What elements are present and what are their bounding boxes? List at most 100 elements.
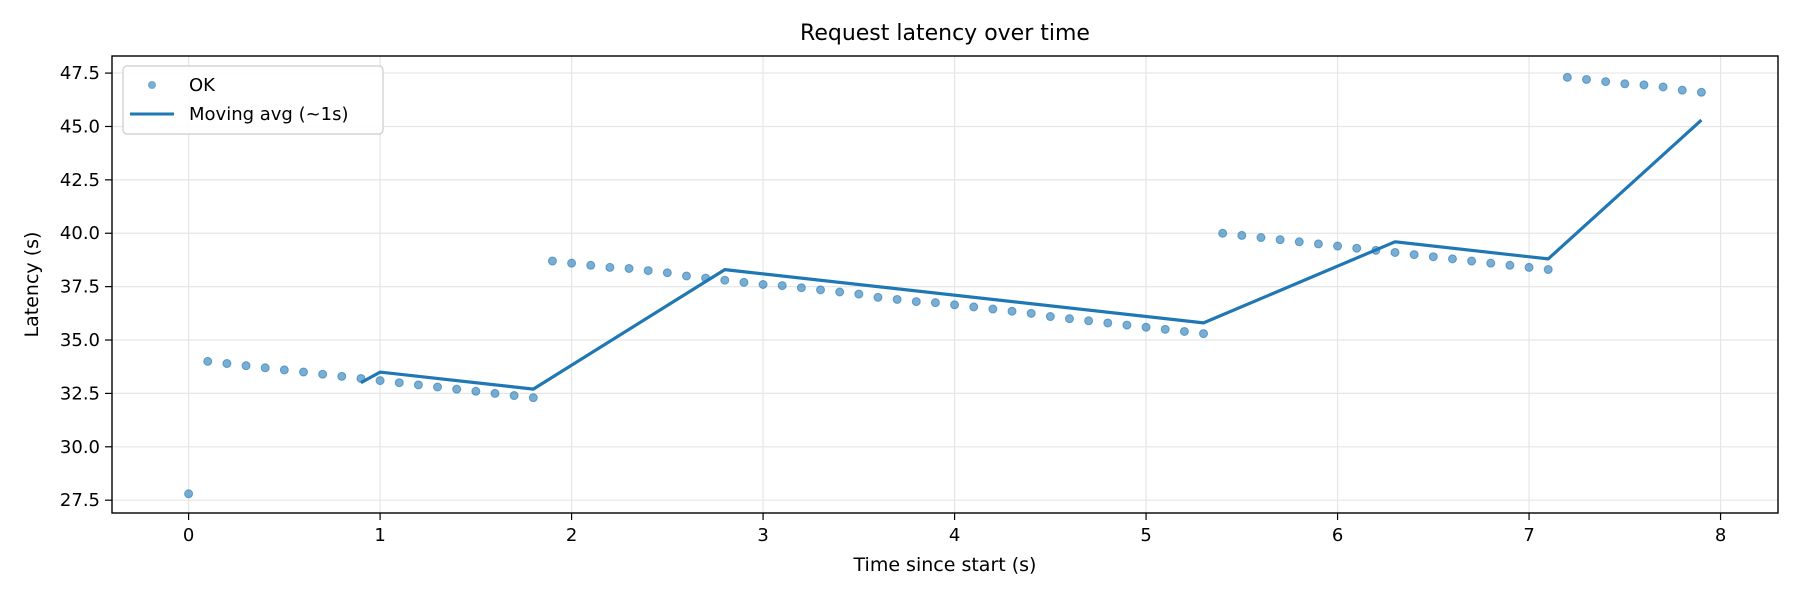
scatter-point	[796, 283, 806, 293]
x-tick-label: 8	[1715, 525, 1726, 546]
x-tick-label: 6	[1332, 525, 1343, 546]
scatter-point	[1447, 254, 1457, 264]
x-tick-label: 0	[183, 525, 194, 546]
scatter-point	[1601, 77, 1611, 87]
scatter-point	[1524, 262, 1534, 272]
scatter-point	[1620, 79, 1630, 89]
scatter-point	[1160, 324, 1170, 334]
legend-marker-ok	[148, 81, 156, 89]
legend-label-moving-avg: Moving avg (~1s)	[189, 104, 349, 125]
scatter-point	[1064, 314, 1074, 324]
scatter-point	[681, 271, 691, 281]
scatter-point	[1505, 260, 1515, 270]
y-tick-label: 40.0	[60, 223, 100, 244]
scatter-point	[1313, 239, 1323, 249]
scatter-point	[605, 262, 615, 272]
x-tick-label: 1	[374, 525, 385, 546]
scatter-point	[1333, 241, 1343, 251]
scatter-point	[969, 302, 979, 312]
scatter-point	[873, 292, 883, 302]
scatter-point	[222, 359, 232, 369]
y-tick-label: 42.5	[60, 170, 100, 191]
moving-average-layer	[360, 118, 1703, 391]
x-axis-ticks: 0 1 2 3 4 5 6 7 8	[183, 513, 1726, 546]
y-tick-label: 45.0	[60, 116, 100, 137]
scatter-point	[1199, 329, 1209, 339]
scatter-point	[1103, 318, 1113, 328]
scatter-point	[1428, 252, 1438, 262]
scatter-point	[950, 300, 960, 310]
scatter-point	[1639, 80, 1649, 90]
scatter-point	[835, 287, 845, 297]
scatter-point	[816, 285, 826, 295]
scatter-point	[1275, 235, 1285, 245]
scatter-point	[1084, 316, 1094, 326]
scatter-point	[1562, 72, 1572, 82]
legend-label-ok: OK	[189, 75, 216, 96]
scatter-point	[662, 268, 672, 278]
scatter-point	[203, 356, 213, 366]
scatter-point	[375, 376, 385, 386]
scatter-point	[547, 256, 557, 266]
y-axis-ticks: 27.5 30.0 32.5 35.0 37.5 40.0 42.5 45.0 47.5	[60, 63, 112, 511]
scatter-point	[471, 386, 481, 396]
scatter-point	[528, 393, 538, 403]
scatter-point	[567, 258, 577, 268]
x-tick-label: 3	[757, 525, 768, 546]
scatter-point	[1026, 308, 1036, 318]
scatter-point	[433, 382, 443, 392]
x-tick-label: 4	[949, 525, 960, 546]
scatter-point	[1696, 87, 1706, 97]
scatter-point	[1179, 326, 1189, 336]
scatter-point	[394, 378, 404, 388]
scatter-point	[298, 367, 308, 377]
y-tick-label: 37.5	[60, 277, 100, 298]
scatter-point	[337, 371, 347, 381]
scatter-point	[930, 298, 940, 308]
scatter-point	[1371, 245, 1381, 255]
scatter-point	[643, 266, 653, 276]
scatter-point	[1582, 74, 1592, 84]
scatter-point	[758, 280, 768, 289]
scatter-point	[1658, 82, 1668, 92]
scatter-point	[1543, 265, 1553, 275]
scatter-point	[184, 489, 194, 499]
scatter-point	[490, 388, 500, 398]
scatter-point	[260, 363, 270, 373]
scatter-point	[1352, 243, 1362, 253]
scatter-point	[892, 294, 902, 304]
scatter-point	[720, 275, 730, 285]
y-axis-label: Latency (s)	[21, 232, 43, 338]
scatter-point	[1256, 233, 1266, 243]
legend-box	[122, 65, 384, 135]
y-tick-label: 30.0	[60, 437, 100, 458]
scatter-point	[279, 365, 289, 375]
scatter-point	[1467, 256, 1477, 266]
scatter-point	[452, 384, 462, 394]
plot-frame	[111, 55, 1779, 514]
scatter-point	[1294, 237, 1304, 247]
scatter-point	[854, 289, 864, 299]
scatter-point	[413, 380, 423, 390]
x-tick-label: 2	[566, 525, 577, 546]
scatter-point	[739, 277, 749, 287]
scatter-point	[241, 361, 251, 371]
scatter-point	[988, 304, 998, 314]
scatter-point	[1677, 85, 1687, 95]
scatter-point	[1390, 247, 1400, 257]
y-tick-label: 47.5	[60, 63, 100, 84]
scatter-point	[356, 373, 366, 383]
scatter-point	[701, 273, 711, 283]
scatter-point	[1218, 228, 1228, 238]
scatter-point	[1486, 258, 1496, 268]
moving-average-line	[360, 118, 1703, 391]
scatter-point-layer	[184, 72, 1706, 499]
scatter-point	[911, 297, 921, 307]
y-tick-label: 32.5	[60, 383, 100, 404]
scatter-point	[624, 263, 634, 273]
y-tick-label: 27.5	[60, 490, 100, 511]
scatter-point	[1122, 320, 1132, 330]
scatter-point	[1007, 306, 1017, 316]
scatter-point	[1045, 312, 1055, 322]
